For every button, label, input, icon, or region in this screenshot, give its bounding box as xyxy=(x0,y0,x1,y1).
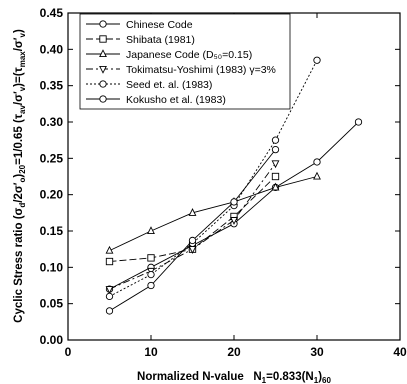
x-tick-label: 0 xyxy=(65,345,72,359)
data-point xyxy=(188,208,197,216)
legend-label: Japanese Code (D₅₀=0.15) xyxy=(126,49,252,61)
legend-marker xyxy=(99,80,107,88)
data-point xyxy=(313,56,321,64)
data-point xyxy=(271,160,280,169)
data-point xyxy=(105,245,114,254)
x-tick-label: 20 xyxy=(227,345,241,359)
y-tick-label: 0.25 xyxy=(40,151,64,165)
series-2 xyxy=(105,171,321,254)
legend-label: Chinese Code xyxy=(126,19,193,31)
data-point xyxy=(271,182,280,191)
data-point xyxy=(188,236,197,245)
legend-label: Shibata (1981) xyxy=(126,34,195,46)
x-tick-label: 10 xyxy=(144,345,158,359)
x-axis-label: Normalized N-value N1=0.833(N1)60 xyxy=(137,371,331,384)
legend-label: Tokimatsu-Yoshimi (1983) γ=3% xyxy=(126,64,276,76)
x-tick-label: 40 xyxy=(393,345,407,359)
series-group xyxy=(105,56,363,315)
data-point xyxy=(105,307,114,315)
y-tick-label: 0.05 xyxy=(40,297,64,311)
legend-marker xyxy=(99,95,107,103)
y-tick-label: 0.10 xyxy=(40,260,64,274)
y-tick-label: 0.20 xyxy=(40,188,64,202)
data-point xyxy=(105,292,114,301)
data-point xyxy=(147,254,155,262)
series-line xyxy=(109,163,276,290)
data-point xyxy=(354,118,363,126)
x-tick-label: 30 xyxy=(310,345,324,359)
legend-marker xyxy=(99,65,107,74)
data-point xyxy=(105,286,114,294)
y-axis-label: Cyclic Stress ratio (σd/2σ′o)20=1/0.65 (… xyxy=(13,29,27,323)
y-tick-label: 0.30 xyxy=(40,115,64,129)
y-tick-label: 0.40 xyxy=(40,42,64,56)
data-point xyxy=(147,270,155,279)
y-tick-label: 0.15 xyxy=(40,224,64,238)
legend: Chinese Code Shibata (1981) Japanese Code … xyxy=(79,13,291,110)
data-point xyxy=(271,145,280,154)
data-point xyxy=(230,217,238,225)
series-line xyxy=(109,176,318,252)
legend-label: Kokusho et al. (1983) xyxy=(126,94,226,106)
axis-ticks: 0 10 20 30 40 0.00 0.05 0.10 0.15 0.20 0.25 0.30 0.3… xyxy=(40,6,407,359)
y-tick-label: 0.35 xyxy=(40,79,64,93)
data-point xyxy=(230,198,238,206)
legend-marker xyxy=(99,49,107,58)
legend-marker xyxy=(99,20,107,28)
data-point xyxy=(147,281,155,290)
legend-marker xyxy=(99,35,107,43)
data-point xyxy=(271,136,280,144)
legend-box xyxy=(79,13,291,110)
series-5 xyxy=(105,145,280,315)
data-point xyxy=(313,171,321,180)
data-point xyxy=(105,257,114,266)
legend-label: Seed et. al. (1983) xyxy=(126,79,212,91)
series-line xyxy=(109,149,276,312)
data-point xyxy=(147,226,155,235)
data-point xyxy=(271,172,280,181)
data-point xyxy=(313,158,321,166)
y-tick-label: 0.45 xyxy=(40,6,64,20)
y-tick-label: 0.00 xyxy=(40,333,64,347)
series-3 xyxy=(105,160,280,294)
